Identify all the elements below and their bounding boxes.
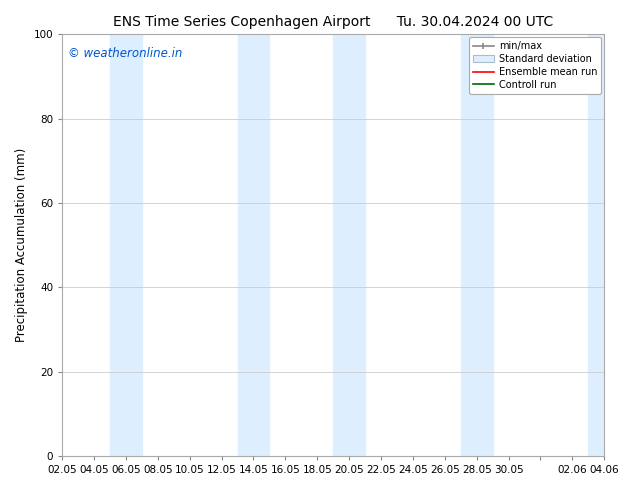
Bar bbox=[461, 34, 493, 456]
Bar bbox=[333, 34, 365, 456]
Bar bbox=[238, 34, 269, 456]
Y-axis label: Precipitation Accumulation (mm): Precipitation Accumulation (mm) bbox=[15, 148, 28, 343]
Bar bbox=[588, 34, 620, 456]
Bar bbox=[110, 34, 142, 456]
Legend: min/max, Standard deviation, Ensemble mean run, Controll run: min/max, Standard deviation, Ensemble me… bbox=[469, 37, 601, 94]
Text: © weatheronline.in: © weatheronline.in bbox=[68, 47, 182, 60]
Title: ENS Time Series Copenhagen Airport      Tu. 30.04.2024 00 UTC: ENS Time Series Copenhagen Airport Tu. 3… bbox=[113, 15, 553, 29]
